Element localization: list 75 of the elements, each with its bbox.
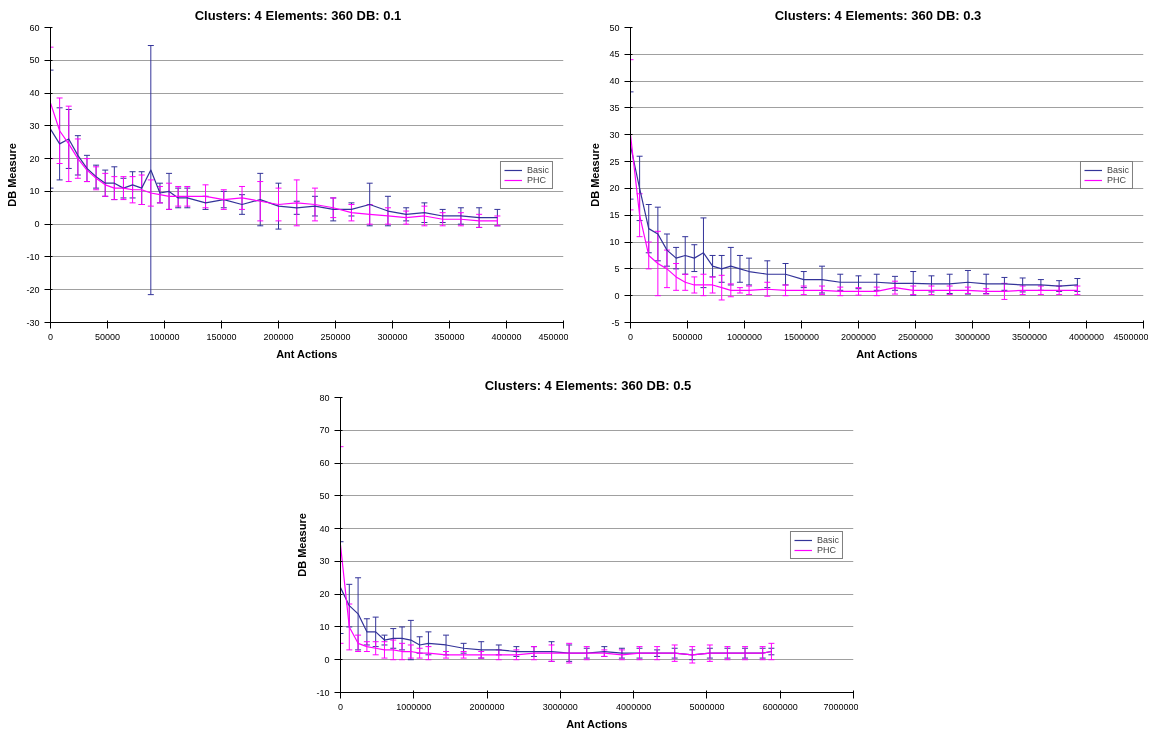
y-tick-label: 30 [29, 120, 40, 131]
y-tick-label: 30 [319, 556, 330, 567]
x-tick-label: 100000 [149, 331, 180, 342]
y-tick-label: 5 [614, 263, 620, 274]
legend-label: Basic [526, 164, 549, 175]
x-tick-label: 0 [48, 331, 54, 342]
chart-title: Clusters: 4 Elements: 360 DB: 0.5 [484, 377, 692, 393]
y-tick-label: 40 [319, 523, 330, 534]
x-tick-label: 0 [338, 701, 344, 712]
legend-label: PHC [526, 174, 547, 185]
x-tick-label: 4500000 [1113, 331, 1149, 342]
x-tick-label: 5000000 [689, 701, 725, 712]
y-tick-label: -20 [26, 284, 40, 295]
x-tick-label: 0 [628, 331, 634, 342]
y-tick-label: 70 [319, 425, 330, 436]
x-tick-label: 4000000 [616, 701, 652, 712]
legend-label: PHC [1106, 174, 1127, 185]
x-tick-label: 2000000 [469, 701, 505, 712]
legend-label: PHC [816, 544, 837, 555]
x-axis-title: Ant Actions [856, 347, 918, 360]
y-tick-label: -5 [611, 317, 620, 328]
y-tick-label: 0 [34, 219, 40, 230]
x-tick-label: 4000000 [1068, 331, 1105, 342]
x-tick-label: 7000000 [823, 701, 859, 712]
y-tick-label: 35 [609, 102, 620, 113]
x-tick-label: 3000000 [542, 701, 578, 712]
y-tick-label: 15 [609, 210, 620, 221]
x-tick-label: 200000 [263, 331, 294, 342]
y-tick-label: 25 [609, 156, 620, 167]
y-tick-label: 20 [609, 183, 620, 194]
y-tick-label: 60 [319, 458, 330, 469]
x-tick-label: 300000 [377, 331, 408, 342]
y-tick-label: 10 [319, 621, 330, 632]
y-axis-title: DB Measure [6, 143, 19, 207]
y-tick-label: 0 [324, 654, 330, 665]
y-tick-label: 50 [319, 490, 330, 501]
x-tick-label: 2500000 [897, 331, 934, 342]
chart-title: Clusters: 4 Elements: 360 DB: 0.3 [774, 7, 982, 23]
x-tick-label: 2000000 [840, 331, 877, 342]
y-tick-label: -10 [316, 687, 330, 698]
x-tick-label: 500000 [672, 331, 703, 342]
y-tick-label: -30 [26, 317, 40, 328]
y-tick-label: 40 [609, 76, 620, 87]
x-axis-title: Ant Actions [276, 347, 338, 360]
x-tick-label: 350000 [434, 331, 465, 342]
y-axis-title: DB Measure [296, 513, 309, 577]
legend-label: Basic [816, 534, 839, 545]
x-tick-label: 1000000 [726, 331, 763, 342]
y-tick-label: 60 [29, 22, 40, 33]
x-axis-title: Ant Actions [566, 717, 628, 730]
y-tick-label: 30 [609, 129, 620, 140]
y-tick-label: -10 [26, 251, 40, 262]
x-tick-label: 250000 [320, 331, 351, 342]
legend-label: Basic [1106, 164, 1129, 175]
x-tick-label: 400000 [491, 331, 522, 342]
y-tick-label: 80 [319, 392, 330, 403]
x-tick-label: 3000000 [954, 331, 991, 342]
x-tick-label: 1500000 [783, 331, 820, 342]
x-tick-label: 1000000 [396, 701, 432, 712]
chart-title: Clusters: 4 Elements: 360 DB: 0.1 [194, 7, 402, 23]
y-tick-label: 20 [319, 589, 330, 600]
x-tick-label: 3500000 [1011, 331, 1048, 342]
y-tick-label: 50 [609, 22, 620, 33]
x-tick-label: 50000 [94, 331, 121, 342]
y-tick-label: 10 [609, 237, 620, 248]
x-tick-label: 450000 [538, 331, 569, 342]
x-tick-label: 6000000 [762, 701, 798, 712]
y-tick-label: 20 [29, 153, 40, 164]
y-tick-label: 0 [614, 290, 620, 301]
y-tick-label: 10 [29, 186, 40, 197]
y-tick-label: 45 [609, 49, 620, 60]
y-tick-label: 40 [29, 88, 40, 99]
y-tick-label: 50 [29, 55, 40, 66]
x-tick-label: 150000 [206, 331, 237, 342]
y-axis-title: DB Measure [589, 143, 602, 207]
